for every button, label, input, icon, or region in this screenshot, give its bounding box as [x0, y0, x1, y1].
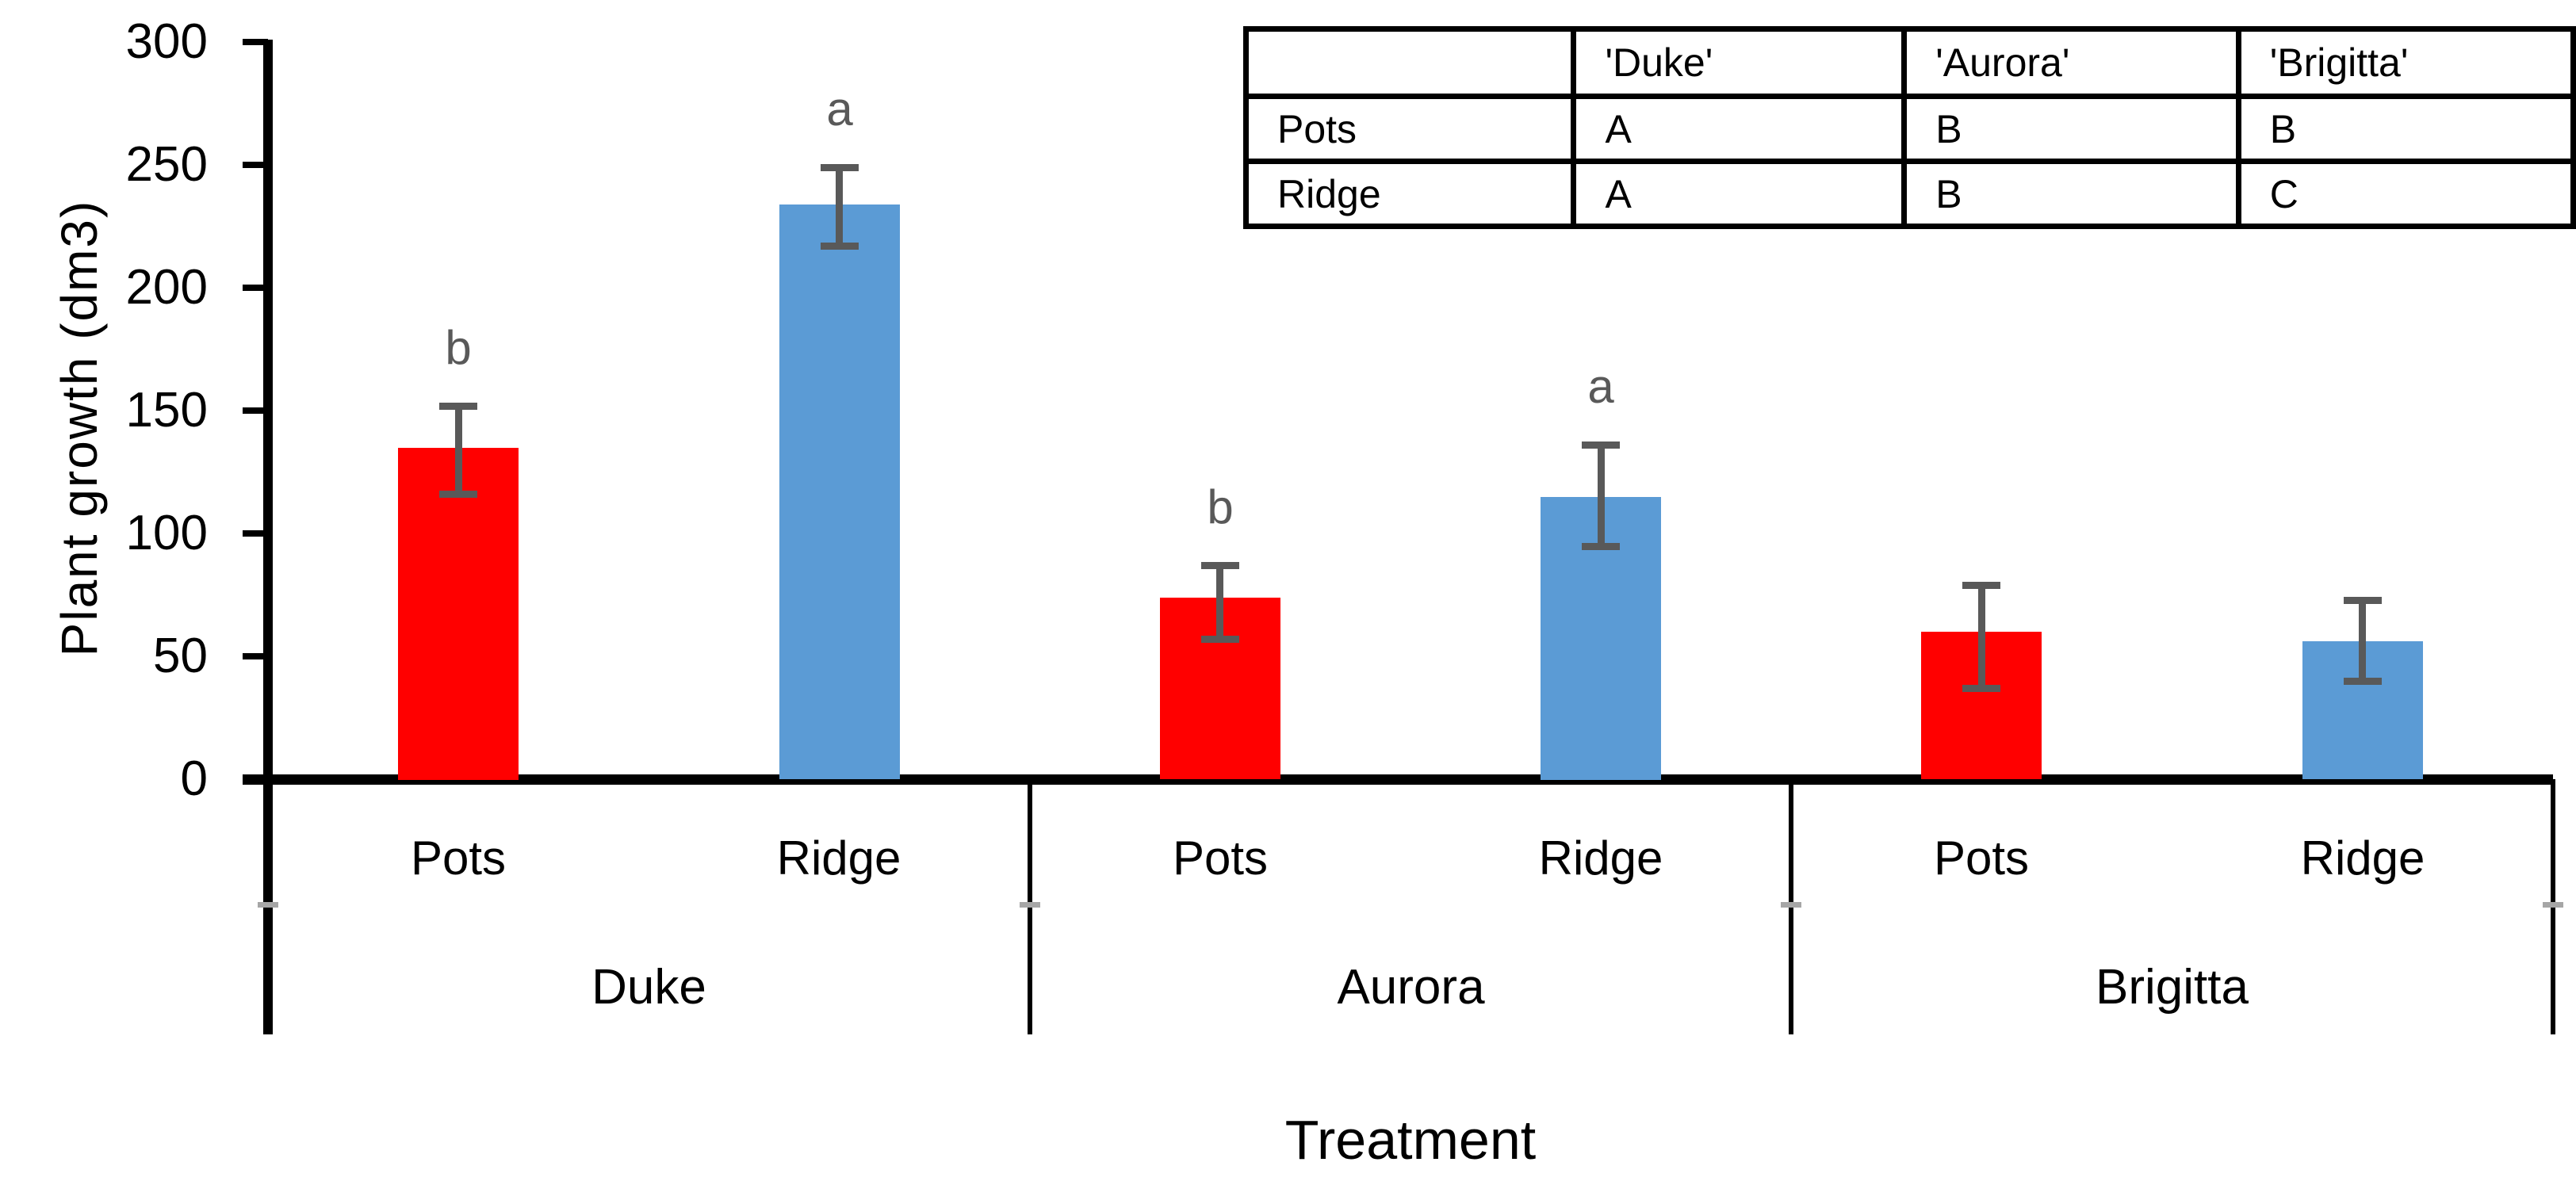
subcategory-label: Ridge	[1538, 831, 1663, 885]
significance-letter: a	[1587, 360, 1614, 413]
y-tick	[243, 285, 268, 291]
error-bar-cap-bottom	[821, 243, 859, 250]
y-tick	[243, 407, 268, 414]
y-tick-label: 0	[180, 751, 208, 806]
error-bar-line	[1216, 565, 1223, 639]
error-bar-cap-bottom	[2344, 678, 2382, 685]
subcategory-label: Pots	[1933, 831, 2030, 885]
error-bar-line	[1978, 585, 1985, 688]
subcategory-label: Ridge	[776, 831, 901, 885]
error-bar-line	[836, 167, 843, 246]
y-tick-label: 250	[125, 137, 208, 192]
y-tick	[243, 39, 268, 45]
y-axis-line	[263, 40, 273, 1034]
table-cell: B	[1901, 159, 2241, 229]
table-cell: B	[2235, 94, 2576, 164]
error-bar-line	[2359, 600, 2366, 681]
table-data-row: Pots A B B	[1242, 94, 2576, 164]
error-bar-line	[1598, 445, 1605, 545]
subcategory-label: Pots	[1172, 831, 1269, 885]
x-axis-title: Treatment	[1284, 1109, 1537, 1171]
table-cell: C	[2235, 159, 2576, 229]
table-cell: A	[1571, 159, 1908, 229]
band-level-notch	[1020, 902, 1040, 908]
y-tick-label: 300	[125, 14, 208, 69]
y-tick	[243, 162, 268, 168]
table-data-row: Ridge A B C	[1242, 159, 2576, 229]
table-cell: 'Duke'	[1571, 26, 1908, 99]
table-row-header-cell: Ridge	[1242, 159, 1577, 229]
subcategory-label: Ridge	[2300, 831, 2425, 885]
error-bar-cap-bottom	[1582, 543, 1620, 550]
error-bar-cap-top	[1962, 582, 2000, 589]
pots-bar	[398, 448, 519, 780]
table-cell: B	[1901, 94, 2241, 164]
y-tick-label: 200	[125, 260, 208, 315]
y-tick-label: 50	[153, 629, 208, 683]
error-bar-cap-bottom	[1201, 636, 1239, 643]
x-axis-line	[243, 774, 2553, 785]
error-bar-cap-bottom	[1962, 685, 2000, 692]
error-bar-cap-bottom	[439, 491, 477, 498]
group-label: Brigitta	[2096, 960, 2249, 1015]
table-cell: A	[1571, 94, 1908, 164]
significance-letter: b	[445, 321, 472, 374]
error-bar-cap-top	[1582, 442, 1620, 449]
y-tick-label: 100	[125, 506, 208, 560]
group-label: Duke	[591, 960, 706, 1015]
error-bar-cap-top	[2344, 597, 2382, 604]
error-bar-line	[455, 406, 462, 495]
band-level-notch	[1781, 902, 1801, 908]
significance-letter: b	[1207, 480, 1234, 533]
subcategory-label: Pots	[410, 831, 507, 885]
error-bar-cap-top	[821, 164, 859, 171]
table-cell: 'Brigitta'	[2235, 26, 2576, 99]
group-label: Aurora	[1337, 960, 1485, 1015]
table-header-row: 'Duke' 'Aurora' 'Brigitta'	[1242, 26, 2576, 99]
y-tick-label: 150	[125, 383, 208, 438]
y-tick	[243, 530, 268, 537]
table-row-header-cell: Pots	[1242, 94, 1577, 164]
ridge-bar	[779, 205, 900, 779]
band-level-notch	[258, 902, 278, 908]
table-row-header-cell	[1242, 26, 1577, 99]
table-cell: 'Aurora'	[1901, 26, 2241, 99]
significance-table: 'Duke' 'Aurora' 'Brigitta' Pots A B B Ridge A B C	[1242, 26, 2576, 229]
band-level-notch	[2543, 902, 2563, 908]
error-bar-cap-top	[1201, 562, 1239, 569]
y-tick	[243, 653, 268, 659]
significance-letter: a	[826, 82, 853, 136]
error-bar-cap-top	[439, 403, 477, 410]
